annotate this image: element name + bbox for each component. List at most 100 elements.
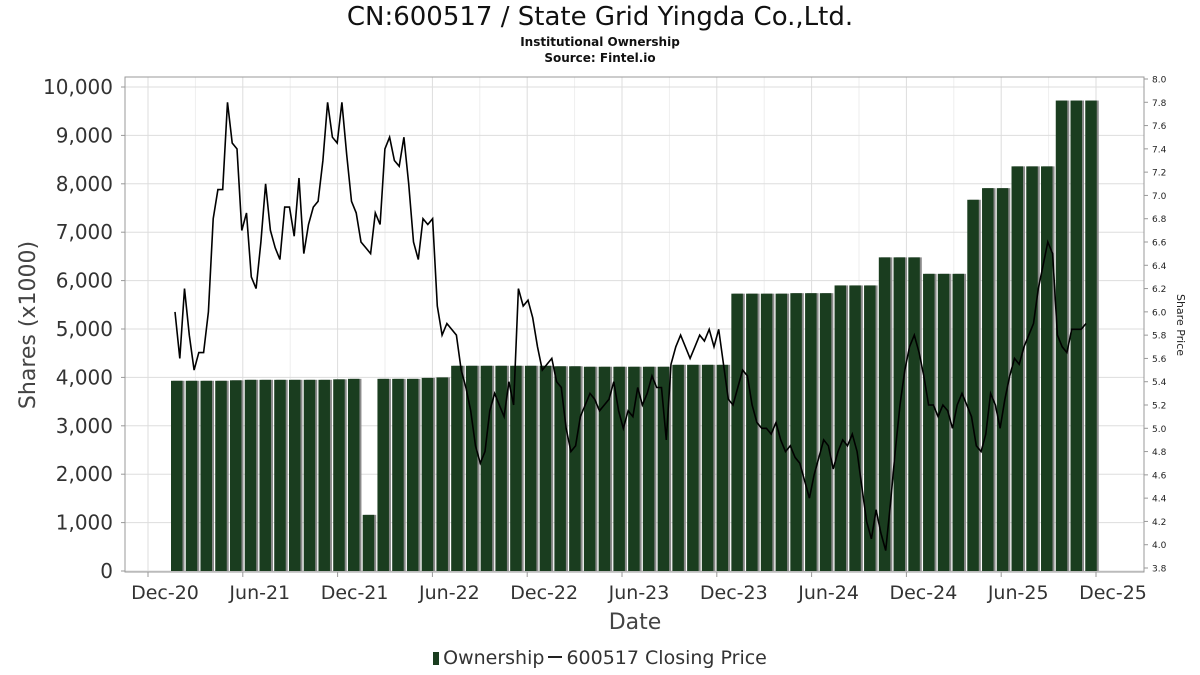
y2-tick-label: 6.0 (1152, 308, 1167, 318)
ownership-bar (288, 379, 301, 571)
ownership-bar (436, 377, 448, 571)
y2-tick-label: 7.4 (1152, 145, 1167, 155)
price-line (174, 102, 1087, 551)
ownership-bar (554, 366, 566, 571)
ownership-bar (613, 366, 625, 571)
ownership-bar (746, 293, 758, 571)
ownership-bar (672, 364, 684, 571)
y-tick-label: 9,000 (56, 123, 113, 147)
y2-tick-label: 6.6 (1152, 239, 1167, 249)
ownership-bar (362, 514, 375, 571)
x-tick-label: Jun-24 (797, 582, 859, 604)
ownership-bar (775, 293, 788, 571)
y2-axis-ticks: 3.8 4.0 4.2 4.4 4.6 4.8 5.0 5.2 5.4 5.6 5.8 6.0 6.2 6… (1144, 76, 1167, 575)
chart-title: CN:600517 / State Grid Yingda Co.,Ltd. (346, 2, 854, 32)
ownership-bar (569, 366, 581, 571)
x-tick-label: Dec-20 (131, 582, 199, 604)
y2-tick-label: 6.2 (1152, 285, 1166, 295)
y-tick-label: 2,000 (56, 462, 113, 486)
ownership-bar (908, 257, 920, 571)
ownership-bar (347, 378, 360, 571)
x-axis-label: Date (609, 610, 662, 635)
ownership-bar (303, 379, 316, 571)
x-tick-label: Jun-25 (987, 582, 1049, 604)
y2-tick-label: 5.6 (1152, 355, 1167, 365)
ownership-bar (923, 273, 935, 571)
y2-tick-label: 5.8 (1152, 332, 1167, 342)
ownership-bar (967, 199, 979, 571)
ownership-bar (200, 380, 212, 571)
ownership-bar (819, 293, 832, 571)
ownership-bar (495, 365, 507, 571)
ownership-bar (1011, 166, 1024, 571)
y2-tick-label: 7.0 (1152, 192, 1167, 202)
y-axis-ticks: 0 1,000 2,000 3,000 4,000 5,000 6,000 7,000 8,00… (43, 75, 125, 583)
ownership-bar (937, 273, 950, 571)
ownership-bar (510, 365, 522, 571)
y-axis-label: Shares (x1000) (16, 241, 41, 409)
price-series-line (174, 102, 1087, 551)
y2-tick-label: 7.6 (1152, 122, 1167, 132)
y-tick-label: 1,000 (56, 511, 113, 535)
ownership-bar (583, 366, 596, 571)
chart-source: Source: Fintel.io (544, 51, 656, 65)
ownership-bar (805, 293, 817, 571)
ownership-bar (1070, 100, 1083, 571)
ownership-bar (598, 366, 611, 571)
ownership-bar (333, 379, 345, 571)
x-tick-label: Dec-23 (700, 582, 768, 604)
y-tick-label: 10,000 (43, 75, 113, 99)
ownership-bar (1026, 166, 1038, 571)
ownership-bar (539, 365, 552, 571)
ownership-bar (392, 378, 404, 571)
ownership-bar (215, 380, 227, 571)
x-tick-label: Dec-22 (510, 582, 578, 604)
ownership-bar (185, 380, 198, 571)
x-tick-label: Jun-21 (228, 582, 290, 604)
ownership-bar (1085, 100, 1097, 571)
y2-tick-label: 4.2 (1152, 518, 1166, 528)
ownership-bar (480, 365, 493, 571)
legend-price-swatch (548, 656, 563, 658)
y2-tick-label: 5.2 (1152, 402, 1166, 412)
y-tick-label: 8,000 (56, 172, 113, 196)
ownership-bar (406, 378, 419, 571)
ownership-bar (628, 366, 640, 571)
x-tick-label: Dec-24 (889, 582, 957, 604)
ownership-bar (701, 364, 714, 571)
ownership-bar (1055, 100, 1068, 571)
ownership-bar (229, 380, 242, 571)
ownership-bar (465, 365, 478, 571)
ownership-bar (451, 365, 463, 571)
ownership-bar (318, 379, 330, 571)
y2-tick-label: 6.8 (1152, 215, 1167, 225)
y2-tick-label: 7.2 (1152, 169, 1166, 179)
x-tick-label: Jun-22 (418, 582, 480, 604)
ownership-bar (274, 379, 286, 571)
ownership-bar (790, 293, 802, 571)
y-tick-label: 3,000 (56, 414, 113, 438)
y2-tick-label: 8.0 (1152, 76, 1167, 86)
ownership-bar (642, 366, 655, 571)
ownership-bar (982, 188, 994, 571)
ownership-bar (716, 364, 729, 571)
ownership-bar (952, 273, 965, 571)
y2-tick-label: 4.0 (1152, 541, 1167, 551)
x-tick-label: Dec-25 (1079, 582, 1147, 604)
ownership-bar (524, 365, 537, 571)
ownership-bar (421, 377, 434, 571)
x-tick-label: Dec-21 (321, 582, 389, 604)
x-tick-label: Jun-23 (608, 582, 670, 604)
legend-price-label: 600517 Closing Price (566, 647, 767, 669)
ownership-bar (731, 293, 743, 571)
bars (171, 100, 1099, 571)
y-tick-label: 0 (100, 559, 113, 583)
x-axis-ticks: Dec-20 Jun-21 Dec-21 Jun-22 Dec-22 Jun-23 Dec-… (131, 572, 1147, 604)
ownership-bar (849, 285, 861, 571)
ownership-bar (1041, 166, 1053, 571)
chart-subtitle: Institutional Ownership (520, 35, 680, 49)
ownership-bar (760, 293, 773, 571)
ownership-bar (687, 364, 699, 571)
ownership-bar (244, 379, 257, 571)
